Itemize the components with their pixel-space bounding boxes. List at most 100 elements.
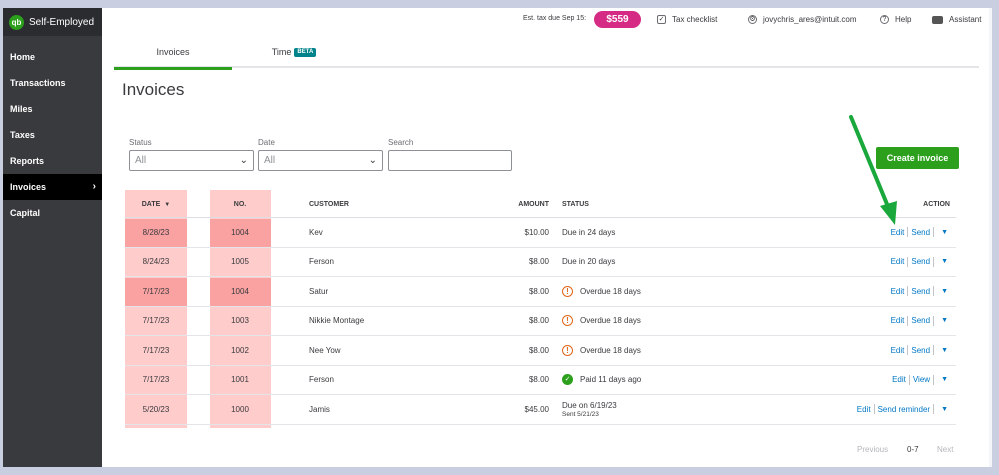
invoice-number-cell: 1003 xyxy=(231,316,249,326)
date-cell: 5/20/23 xyxy=(142,404,170,414)
customer-cell: Ferson xyxy=(309,375,334,385)
amount-cell: $8.00 xyxy=(528,345,549,355)
search-input[interactable] xyxy=(388,150,512,171)
date-column-header[interactable]: DATE ▼ xyxy=(125,192,187,217)
action-cell: Edit Send ▼ xyxy=(891,218,948,247)
sidebar-item-transactions[interactable]: Transactions xyxy=(10,78,66,88)
customer-cell: Ferson xyxy=(309,257,334,267)
caret-down-icon[interactable]: ▼ xyxy=(941,405,948,413)
status-column-header[interactable]: STATUS xyxy=(562,201,589,208)
edit-link[interactable]: Edit xyxy=(890,286,905,296)
scrollbar[interactable] xyxy=(989,8,992,467)
edit-link[interactable]: Edit xyxy=(890,316,905,326)
secondary-action-link[interactable]: Send xyxy=(911,286,931,296)
assistant-link[interactable]: Assistant xyxy=(932,15,981,24)
action-separator xyxy=(907,345,909,356)
next-page-button[interactable]: Next xyxy=(937,445,954,454)
action-column-header: ACTION xyxy=(923,201,950,208)
page-range: 0-7 xyxy=(907,445,919,454)
table-row[interactable]: 7/17/23 1001 Ferson $8.00 ✓ Paid 11 days ago E… xyxy=(125,366,956,395)
action-separator xyxy=(933,227,935,238)
caret-down-icon[interactable]: ▼ xyxy=(941,317,948,325)
caret-down-icon[interactable]: ▼ xyxy=(941,287,948,295)
help-link[interactable]: ? Help xyxy=(880,15,911,24)
amount-cell: $8.00 xyxy=(528,257,549,267)
warning-icon: ! xyxy=(562,285,573,297)
action-cell: Edit Send ▼ xyxy=(891,277,948,306)
sidebar-item-invoices[interactable]: Invoices › xyxy=(3,174,102,200)
sidebar-item-home[interactable]: Home xyxy=(10,52,36,62)
check-circle-icon: ✓ xyxy=(562,374,573,386)
edit-link[interactable]: Edit xyxy=(890,227,905,237)
table-row[interactable]: 5/20/23 1000 Jamis $45.00 Due on 6/19/23 Sent… xyxy=(125,395,956,425)
clipboard-icon: ✓ xyxy=(657,15,666,24)
secondary-action-link[interactable]: View xyxy=(912,375,931,385)
row-highlight xyxy=(210,219,271,248)
action-cell: Edit View ▼ xyxy=(892,366,948,395)
secondary-action-link[interactable]: Send xyxy=(911,227,931,237)
caret-down-icon[interactable]: ▼ xyxy=(941,346,948,354)
table-row[interactable]: 7/17/23 1003 Nikkie Montage $8.00! Overdue 1… xyxy=(125,307,956,336)
status-cell: ✓ Paid 11 days ago xyxy=(562,366,641,395)
beta-badge: BETA xyxy=(294,48,317,58)
sidebar-item-label: Invoices xyxy=(10,182,47,192)
sort-down-icon: ▼ xyxy=(164,201,171,208)
table-row[interactable]: 8/28/23 1004 Kev $10.00 Due in 24 days Edit Se… xyxy=(125,218,956,248)
chat-icon xyxy=(932,15,943,24)
tab-time[interactable]: Time BETA xyxy=(264,44,324,68)
status-cell: Due in 24 days xyxy=(562,218,615,247)
caret-down-icon[interactable]: ▼ xyxy=(941,228,948,236)
date-filter-select[interactable]: All ⌄ xyxy=(258,150,383,171)
page-title: Invoices xyxy=(122,80,185,99)
status-subtext: Sent 5/21/23 xyxy=(562,410,599,418)
create-invoice-button[interactable]: Create invoice xyxy=(876,147,959,169)
caret-down-icon[interactable]: ▼ xyxy=(941,258,948,266)
table-row[interactable]: 7/17/23 1004 Satur $8.00! Overdue 18 days Edi… xyxy=(125,277,956,307)
status-filter-select[interactable]: All ⌄ xyxy=(129,150,254,171)
account-menu[interactable]: ⚙ jovychris_ares@intuit.com xyxy=(748,15,856,24)
est-tax-amount-badge[interactable]: $559 xyxy=(594,11,641,28)
edit-link[interactable]: Edit xyxy=(892,375,906,385)
secondary-action-link[interactable]: Send reminder xyxy=(877,404,931,414)
action-separator xyxy=(907,315,909,326)
amount-cell: $8.00 xyxy=(528,286,549,296)
secondary-action-link[interactable]: Send xyxy=(911,316,931,326)
secondary-action-link[interactable]: Send xyxy=(911,345,931,355)
amount-column-header[interactable]: AMOUNT xyxy=(518,201,549,208)
caret-down-icon[interactable]: ▼ xyxy=(941,376,948,384)
assistant-label: Assistant xyxy=(949,15,982,24)
action-separator xyxy=(907,286,909,297)
customer-cell: Jamis xyxy=(309,404,330,414)
quickbooks-logo-icon: qb xyxy=(9,14,24,30)
edit-link[interactable]: Edit xyxy=(890,345,905,355)
sidebar-item-capital[interactable]: Capital xyxy=(10,208,41,218)
previous-page-button[interactable]: Previous xyxy=(857,445,889,454)
brand-header[interactable]: qb Self-Employed xyxy=(3,8,102,36)
date-filter-value: All xyxy=(264,155,276,166)
table-row[interactable]: 8/24/23 1005 Ferson $8.00 Due in 20 days Edit… xyxy=(125,248,956,277)
sidebar-item-taxes[interactable]: Taxes xyxy=(10,130,35,140)
action-separator xyxy=(933,286,935,297)
tab-invoices[interactable]: Invoices xyxy=(114,44,232,70)
tab-bar: Invoices Time BETA xyxy=(114,44,979,70)
sidebar-item-miles[interactable]: Miles xyxy=(10,104,33,114)
customer-column-header[interactable]: CUSTOMER xyxy=(309,201,349,208)
tax-checklist-link[interactable]: ✓ Tax checklist xyxy=(657,15,717,24)
action-separator xyxy=(907,256,909,267)
tab-time-label: Time xyxy=(271,47,292,57)
action-cell: Edit Send reminder ▼ xyxy=(857,395,948,424)
table-row[interactable]: 7/17/23 1002 Nee Yow $8.00! Overdue 18 days E… xyxy=(125,336,956,366)
no-column-header[interactable]: NO. xyxy=(233,201,247,208)
date-cell: 7/17/23 xyxy=(142,286,170,296)
status-text: Paid 11 days ago xyxy=(580,375,642,385)
invoice-number-cell: 1004 xyxy=(231,227,249,237)
status-text: Due in 20 days xyxy=(562,257,616,267)
secondary-action-link[interactable]: Send xyxy=(911,257,931,267)
edit-link[interactable]: Edit xyxy=(890,257,905,267)
action-separator xyxy=(933,404,935,415)
help-label: Help xyxy=(895,15,912,24)
edit-link[interactable]: Edit xyxy=(856,404,871,414)
sidebar-item-reports[interactable]: Reports xyxy=(10,156,45,166)
tax-checklist-label: Tax checklist xyxy=(672,15,718,24)
date-cell: 7/17/23 xyxy=(142,345,170,355)
